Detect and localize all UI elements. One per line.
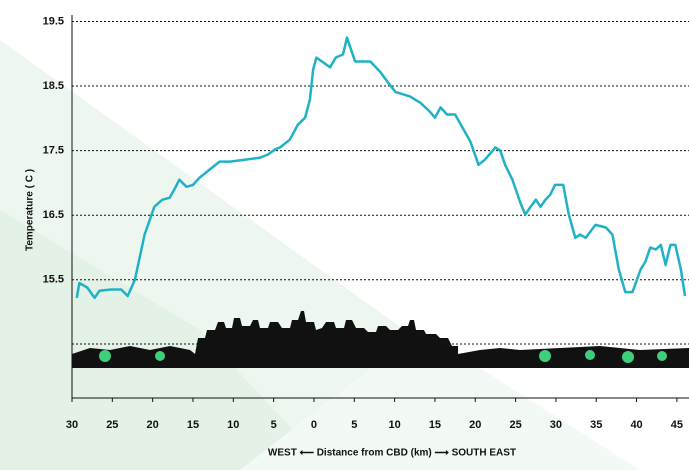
x-tick-label: 15 xyxy=(429,419,441,431)
y-axis-title: Temperature ( C ) xyxy=(25,169,36,251)
x-axis-title: WEST ⟵ Distance from CBD (km) ⟶ SOUTH EA… xyxy=(268,448,516,459)
skyline xyxy=(72,311,689,368)
y-tick-label: 15.5 xyxy=(43,274,64,286)
y-tick-label: 17.5 xyxy=(43,145,64,157)
y-tick-label: 16.5 xyxy=(43,209,64,221)
x-tick-label: 5 xyxy=(351,419,357,431)
temperature-line xyxy=(75,36,687,300)
background-shape xyxy=(240,330,640,470)
x-tick-label: 20 xyxy=(469,419,481,431)
x-tick-label: 5 xyxy=(271,419,277,431)
x-tick-label: 30 xyxy=(66,419,78,431)
x-tick-label: 0 xyxy=(311,419,317,431)
x-tick-label: 35 xyxy=(590,419,602,431)
x-tick-label: 30 xyxy=(550,419,562,431)
x-tick-label: 45 xyxy=(671,419,683,431)
background-shape xyxy=(0,210,330,470)
x-tick-label: 25 xyxy=(106,419,118,431)
x-tick-label: 25 xyxy=(509,419,521,431)
x-tick-label: 10 xyxy=(388,419,400,431)
y-tick-label: 19.5 xyxy=(43,15,64,27)
x-tick-label: 15 xyxy=(187,419,199,431)
y-tick-label: 18.5 xyxy=(43,80,64,92)
x-tick-label: 20 xyxy=(147,419,159,431)
x-tick-label: 10 xyxy=(227,419,239,431)
x-tick-label: 40 xyxy=(630,419,642,431)
